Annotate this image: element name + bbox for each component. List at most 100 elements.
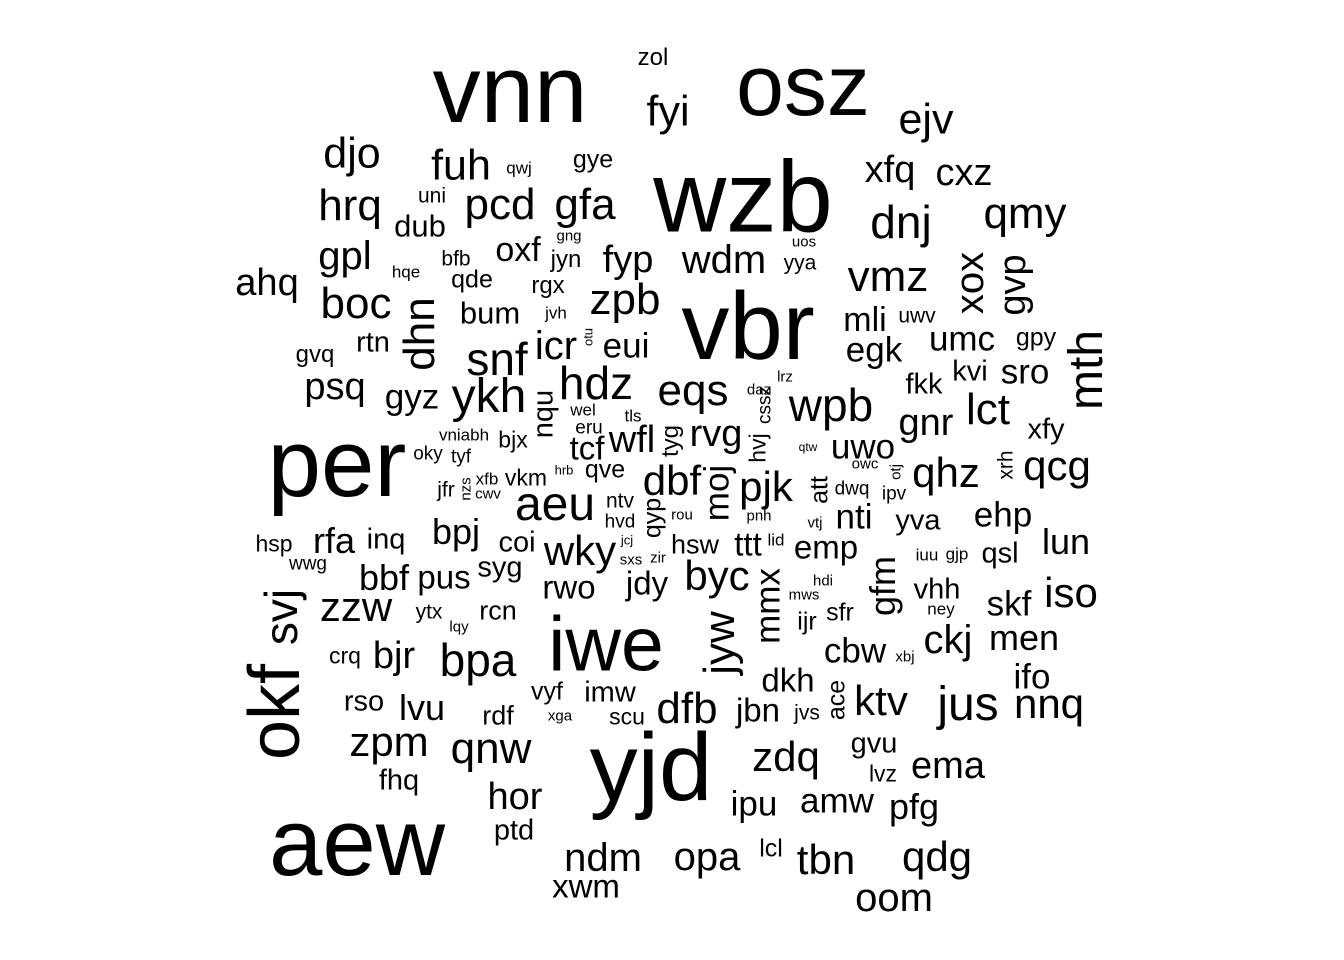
- word-dkh: dkh: [761, 661, 815, 699]
- word-jvh: jvh: [545, 303, 567, 323]
- word-wwg: wwg: [288, 553, 328, 575]
- word-owc: owc: [851, 455, 879, 473]
- word-mmx: mmx: [748, 568, 788, 644]
- word-qmy: qmy: [983, 189, 1067, 238]
- word-rfa: rfa: [312, 520, 356, 561]
- word-wfl: wfl: [608, 419, 656, 461]
- word-gyz: gyz: [384, 377, 440, 417]
- word-wzb: wzb: [653, 141, 833, 254]
- word-tcf: tcf: [569, 429, 605, 467]
- word-fhq: fhq: [378, 764, 420, 797]
- word-gvq: gvq: [295, 341, 335, 368]
- word-imw: imw: [584, 676, 636, 709]
- word-vmz: vmz: [847, 252, 929, 301]
- word-icr: icr: [534, 324, 578, 368]
- word-rwo: rwo: [542, 568, 596, 606]
- word-hsw: hsw: [670, 529, 720, 560]
- word-ntv: ntv: [605, 489, 635, 513]
- word-egk: egk: [845, 330, 903, 370]
- word-qve: qve: [584, 455, 626, 484]
- word-eqs: eqs: [657, 366, 729, 415]
- word-fuh: fuh: [431, 141, 491, 190]
- word-qtw: qtw: [798, 440, 818, 454]
- word-mli: mli: [843, 301, 887, 339]
- word-rtn: rtn: [356, 326, 390, 359]
- word-hrq: hrq: [318, 181, 382, 230]
- word-byc: byc: [684, 552, 750, 599]
- word-rvg: rvg: [689, 413, 743, 455]
- word-bbf: bbf: [358, 557, 410, 598]
- word-xga: xga: [547, 707, 573, 725]
- word-psq: psq: [304, 366, 366, 408]
- word-aeu: aeu: [514, 478, 596, 531]
- word-lid: lid: [767, 530, 785, 550]
- word-otj: otj: [887, 464, 905, 480]
- word-wdm: wdm: [681, 238, 767, 282]
- word-qsl: qsl: [981, 537, 1019, 570]
- word-jbn: jbn: [735, 691, 781, 729]
- word-syg: syg: [477, 551, 523, 584]
- word-hrb: hrb: [554, 462, 574, 478]
- word-gng: gng: [556, 227, 582, 245]
- word-jyw: jyw: [695, 611, 744, 675]
- word-rso: rso: [343, 685, 385, 718]
- word-jcj: jcj: [620, 532, 634, 548]
- word-ipu: ipu: [730, 784, 778, 824]
- word-rcn: rcn: [479, 595, 517, 626]
- word-dnj: dnj: [870, 196, 932, 248]
- word-jyn: jyn: [550, 246, 582, 273]
- word-xox: xox: [948, 251, 992, 315]
- word-sxs: sxs: [619, 551, 643, 569]
- word-cbw: cbw: [823, 631, 887, 671]
- word-dfb: dfb: [656, 684, 718, 733]
- word-hqe: hqe: [391, 262, 421, 282]
- word-ptd: ptd: [493, 814, 535, 847]
- word-lrz: lrz: [777, 368, 793, 386]
- word-wpb: wpb: [788, 379, 874, 431]
- word-hsp: hsp: [255, 530, 293, 557]
- word-mws: mws: [788, 586, 820, 604]
- word-jdy: jdy: [625, 564, 669, 602]
- word-gjp: gjp: [945, 544, 969, 564]
- word-xfy: xfy: [1027, 413, 1065, 446]
- word-zpm: zpm: [349, 718, 429, 765]
- word-ipv: ipv: [881, 483, 907, 505]
- word-osz: osz: [736, 38, 870, 134]
- word-ckj: ckj: [923, 618, 973, 662]
- word-ytx: ytx: [415, 600, 443, 624]
- word-inq: inq: [366, 523, 406, 556]
- word-qwj: qwj: [506, 158, 532, 178]
- word-lcl: lcl: [759, 834, 783, 863]
- word-bjr: bjr: [372, 635, 416, 677]
- word-gfm: gfm: [862, 555, 903, 617]
- word-jvs: jvs: [794, 701, 820, 725]
- word-oxf: oxf: [495, 231, 541, 269]
- word-bfb: bfb: [441, 247, 471, 271]
- word-gvp: gvp: [992, 254, 1034, 316]
- word-men: men: [988, 617, 1060, 658]
- word-zir: zir: [650, 549, 666, 567]
- word-emp: emp: [793, 528, 859, 566]
- word-pnh: pnh: [746, 507, 772, 525]
- word-rou: rou: [671, 506, 693, 524]
- word-pcd: pcd: [464, 180, 536, 229]
- word-nzs: nzs: [457, 477, 475, 501]
- word-per: per: [267, 410, 407, 517]
- word-wky: wky: [543, 527, 617, 574]
- word-vniabh: vniabh: [438, 425, 490, 445]
- word-wel: wel: [570, 400, 596, 420]
- word-moj: moj: [697, 464, 737, 522]
- word-kvi: kvi: [952, 355, 988, 388]
- word-ifo: ifo: [1013, 657, 1051, 697]
- word-snf: snf: [466, 333, 528, 385]
- word-yya: yya: [783, 251, 817, 275]
- word-vnn: vnn: [432, 36, 588, 143]
- word-jfr: jfr: [437, 478, 455, 502]
- word-gfa: gfa: [554, 180, 616, 229]
- word-ijr: ijr: [797, 607, 817, 636]
- word-lvu: lvu: [398, 687, 446, 728]
- word-svj: svj: [255, 588, 307, 646]
- word-cwv: cwv: [475, 485, 501, 503]
- word-dhn: dhn: [395, 297, 444, 371]
- word-ejv: ejv: [898, 95, 954, 144]
